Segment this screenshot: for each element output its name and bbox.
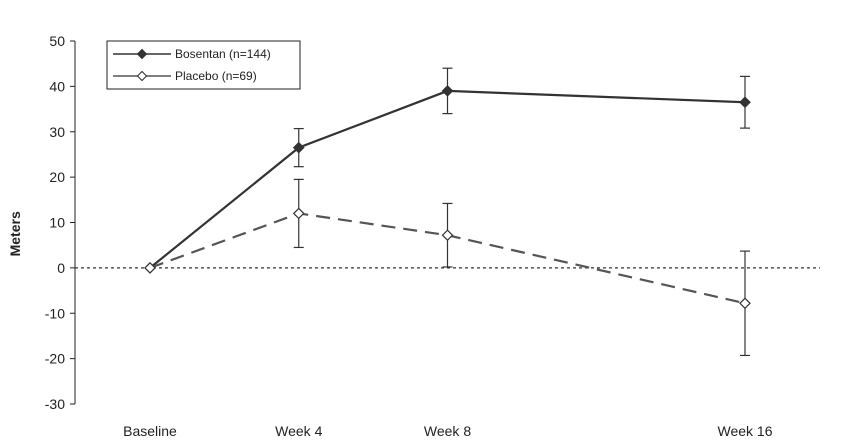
data-point <box>441 85 454 97</box>
data-point <box>441 229 454 242</box>
y-tick-label: 20 <box>49 169 65 185</box>
legend-marker <box>136 48 148 60</box>
legend-label: Bosentan (n=144) <box>175 47 271 61</box>
x-tick-label: Week 16 <box>718 423 773 439</box>
data-point <box>739 96 751 109</box>
legend: Bosentan (n=144) Placebo (n=69) <box>106 40 301 90</box>
y-tick-label: 30 <box>49 124 65 140</box>
y-tick-label: 10 <box>49 215 65 231</box>
x-tick-label: Week 4 <box>275 423 322 439</box>
series-line <box>149 89 746 269</box>
y-tick-label: -10 <box>45 305 65 321</box>
y-tick-label: 40 <box>49 78 65 94</box>
series-layer <box>144 67 751 357</box>
data-point <box>144 262 156 274</box>
legend-marker <box>136 70 148 82</box>
y-tick-label: -30 <box>45 396 65 412</box>
series-2 <box>144 178 751 357</box>
series-line <box>149 212 746 305</box>
x-tick-label: Baseline <box>123 423 177 439</box>
legend-label: Placebo (n=69) <box>175 69 257 83</box>
data-point <box>292 141 305 154</box>
y-axis-label: Meters <box>7 211 23 256</box>
y-tick-label: 50 <box>49 33 65 49</box>
data-point <box>739 297 751 310</box>
y-tick-label: -20 <box>45 351 65 367</box>
legend-box <box>106 40 301 90</box>
axes: 50 40 30 20 10 0 -10 -20 -30 Meters Baseline Week 4… <box>7 33 820 439</box>
x-tick-label: Week 8 <box>424 423 471 439</box>
data-point <box>292 207 305 220</box>
y-tick-label: 0 <box>57 260 65 276</box>
